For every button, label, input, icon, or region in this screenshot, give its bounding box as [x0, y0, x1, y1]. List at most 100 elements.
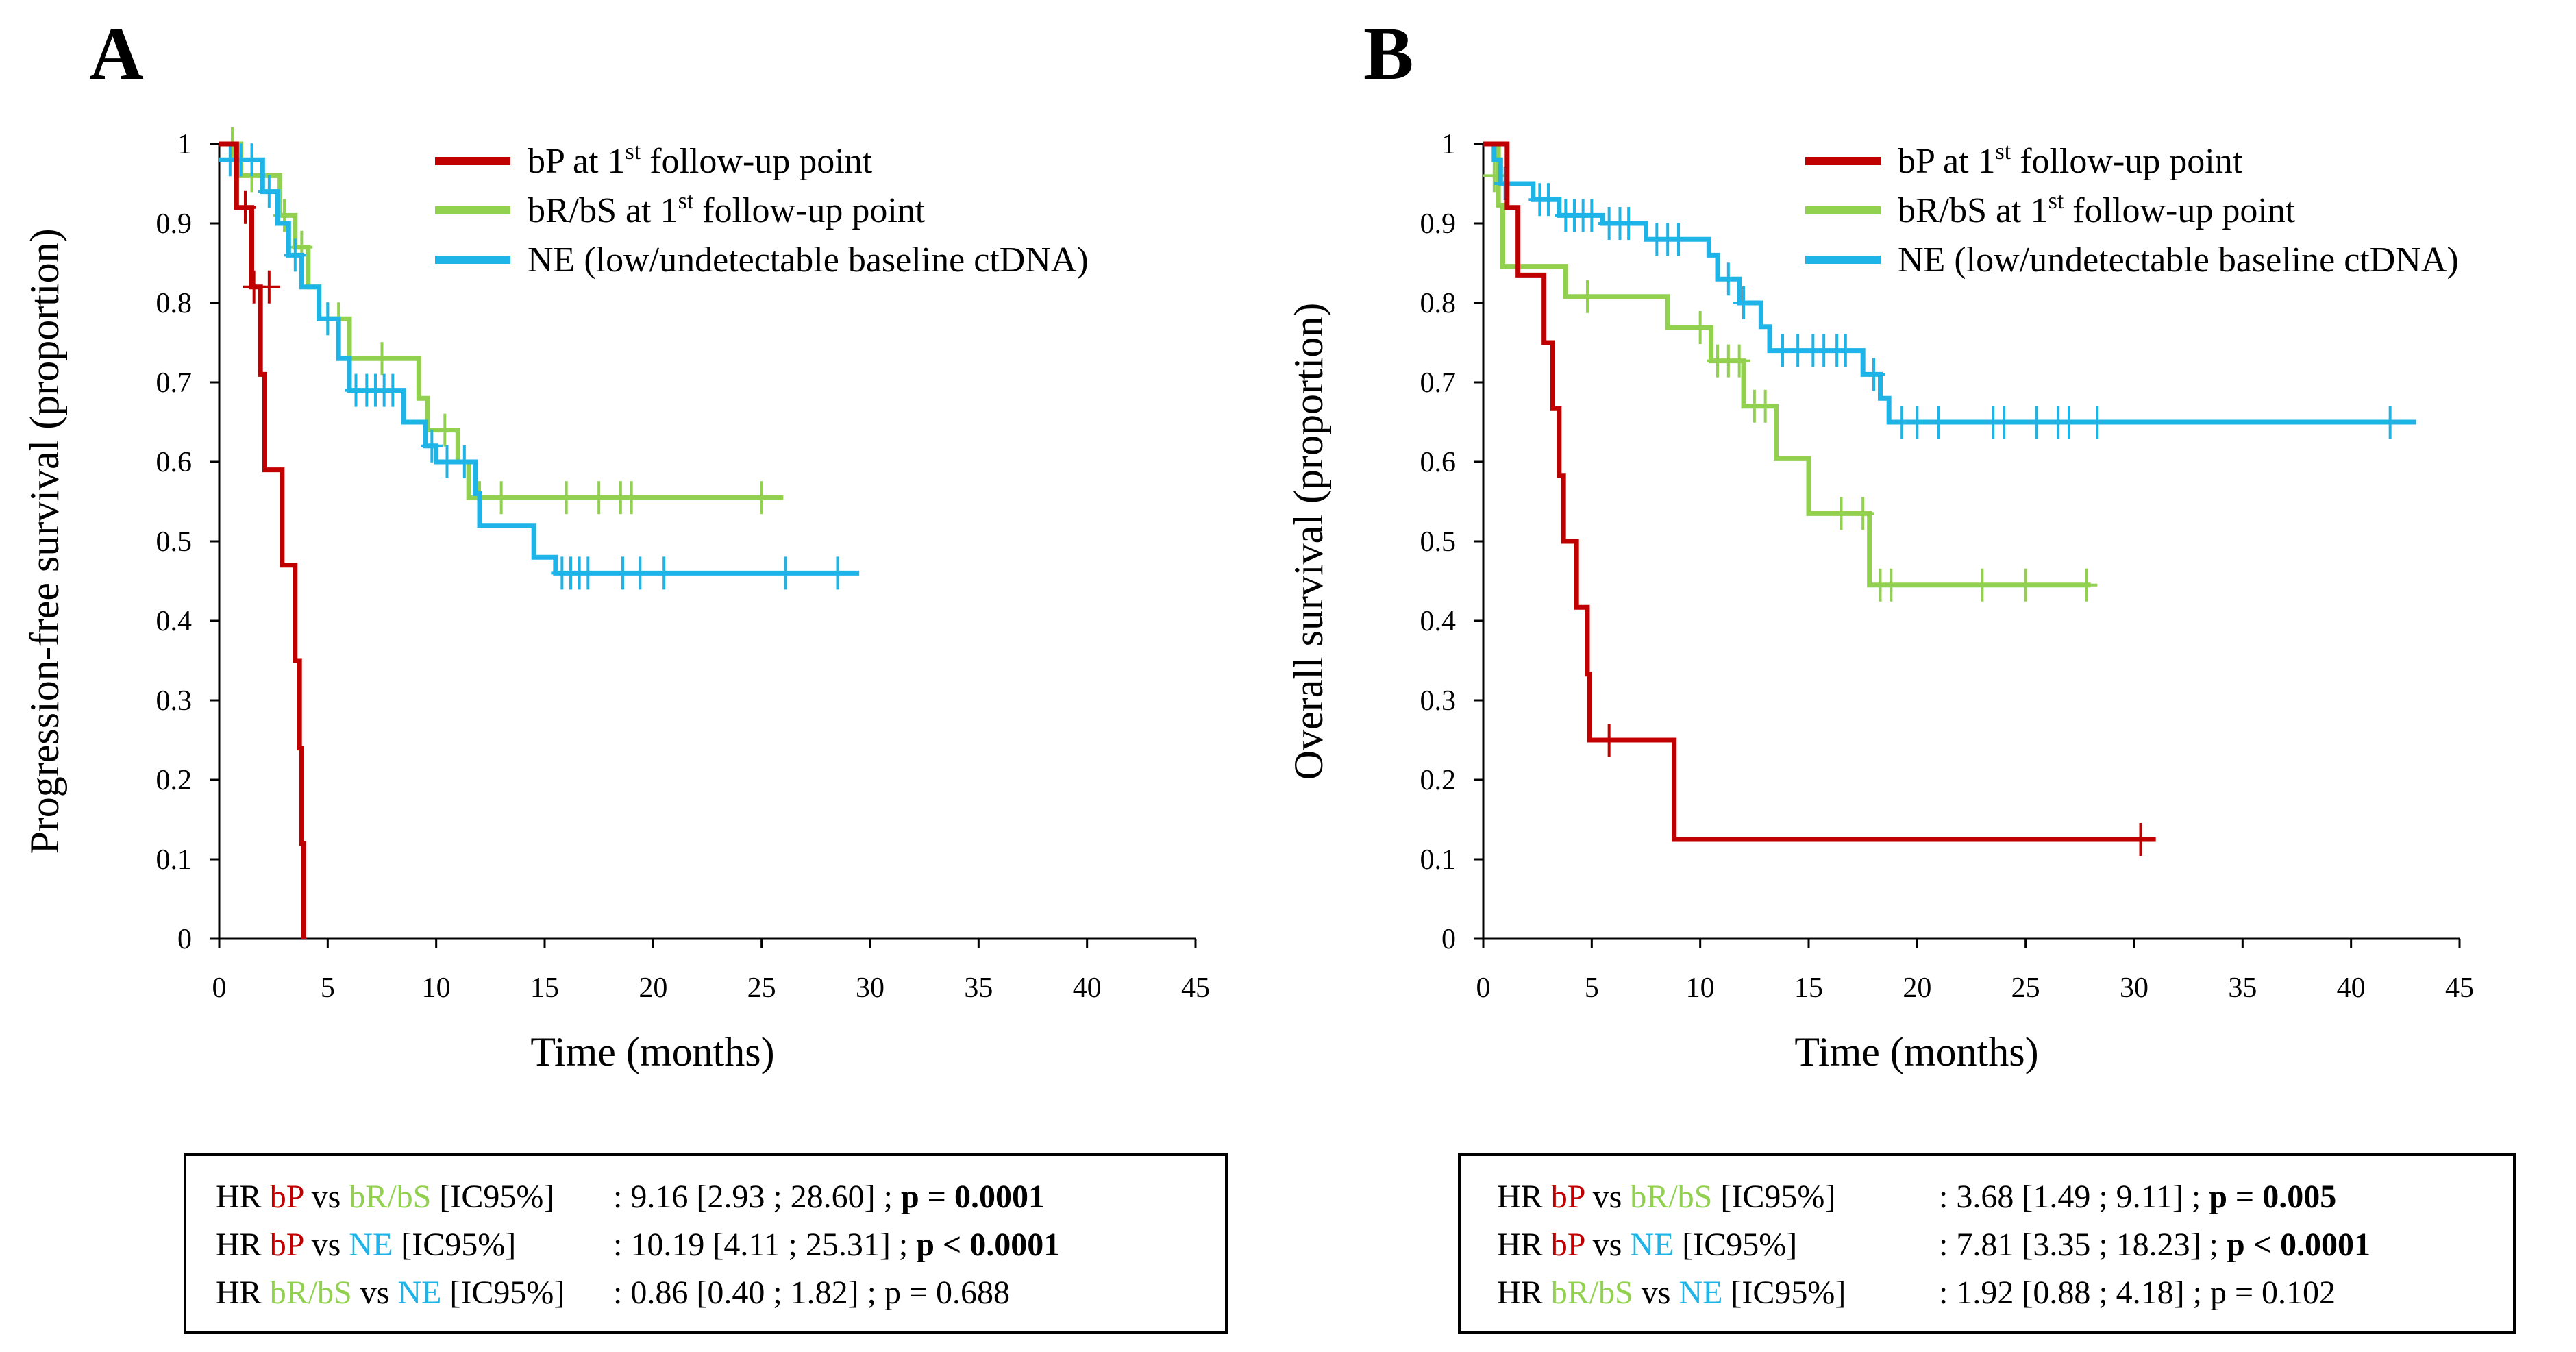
hr-vs: vs: [304, 1227, 349, 1263]
hr-value: : 9.16 [2.93 ; 28.60] ;: [613, 1179, 901, 1215]
y-tick-label: 0.3: [156, 685, 193, 717]
hr-group-a: bP: [1551, 1227, 1585, 1263]
hr-group-b: NE: [1679, 1275, 1722, 1311]
hr-row-value: : 1.92 [0.88 ; 4.18] ; p = 0.102: [1939, 1275, 2336, 1311]
km-curve-brbs: [1483, 141, 2091, 588]
hr-value: : 3.68 [1.49 ; 9.11] ;: [1939, 1179, 2209, 1215]
hr-p-value: p = 0.0001: [901, 1179, 1045, 1215]
x-tick-label: 35: [964, 972, 993, 1004]
y-tick-label: 0.2: [156, 765, 193, 796]
hr-ic: [IC95%]: [431, 1179, 554, 1215]
x-tick-label: 5: [321, 972, 335, 1004]
legend-entry: bR/bS at 1st follow-up point: [528, 188, 926, 230]
chart-panel-a: A 0 5 10 15 20 25 30 35 40 45 0 0.1 0.2 0.3 0.4 0.5 0.6 0.…: [22, 12, 1228, 1334]
x-tick-label: 20: [1903, 972, 1931, 1004]
legend-superscript: st: [2048, 188, 2064, 214]
legend-text: follow-up point: [693, 191, 926, 230]
hr-prefix: HR: [1497, 1227, 1551, 1263]
x-tick-label: 20: [639, 972, 667, 1004]
hr-ic: [IC95%]: [393, 1227, 516, 1263]
hazard-ratio-box: [1458, 1153, 2516, 1334]
x-axis-label: Time (months): [530, 1029, 774, 1074]
hr-row-value: : 10.19 [4.11 ; 25.31] ; p < 0.0001: [613, 1227, 1060, 1263]
hr-group-a: bR/bS: [1551, 1275, 1633, 1311]
y-tick-label: 0.1: [1420, 844, 1457, 876]
x-tick-label: 40: [1073, 972, 1102, 1004]
km-curve-bp: [1483, 141, 2156, 842]
x-tick-label: 0: [1476, 972, 1491, 1004]
x-tick-label: 15: [1794, 972, 1823, 1004]
y-tick-label: 0.3: [1420, 685, 1457, 717]
hr-vs: vs: [304, 1179, 349, 1215]
hr-row-label: HR bP vs NE [IC95%]: [1497, 1227, 1797, 1263]
y-tick-label: 0.4: [156, 606, 193, 637]
legend-entry: NE (low/undetectable baseline ctDNA): [1898, 241, 2459, 280]
legend-text: NE (low/undetectable baseline ctDNA): [1898, 241, 2459, 280]
hr-row-value: : 7.81 [3.35 ; 18.23] ; p < 0.0001: [1939, 1227, 2370, 1263]
x-tick-label: 0: [212, 972, 227, 1004]
hr-ic: [IC95%]: [441, 1275, 565, 1311]
legend-text: follow-up point: [2011, 142, 2243, 181]
chart-panel-b: B 0 5 10 15 20 25 30 35 40 45 0 0.1 0.2 0.3 0.4 0.5 0.6 0.…: [1286, 12, 2516, 1334]
y-tick-label: 0.1: [156, 844, 193, 876]
hr-p-value: p < 0.0001: [916, 1227, 1060, 1263]
y-tick-label: 0.4: [1420, 606, 1457, 637]
hr-vs: vs: [1585, 1179, 1631, 1215]
x-tick-label: 40: [2337, 972, 2366, 1004]
hr-prefix: HR: [216, 1227, 270, 1263]
hr-group-a: bP: [270, 1179, 304, 1215]
y-tick-label: 1: [177, 129, 192, 160]
hr-vs: vs: [1585, 1227, 1631, 1263]
hr-row-label: HR bP vs bR/bS [IC95%]: [1497, 1179, 1835, 1215]
hr-p-value: p = 0.005: [2209, 1179, 2336, 1215]
hr-group-b: bR/bS: [349, 1179, 431, 1215]
x-axis-label: Time (months): [1794, 1029, 2038, 1074]
y-tick-label: 0.8: [1420, 288, 1457, 319]
x-tick-label: 10: [1686, 972, 1715, 1004]
y-tick-label: 1: [1441, 129, 1456, 160]
hr-group-b: NE: [397, 1275, 441, 1311]
hr-value: : 7.81 [3.35 ; 18.23] ;: [1939, 1227, 2227, 1263]
x-tick-label: 15: [530, 972, 559, 1004]
hr-prefix: HR: [1497, 1275, 1551, 1311]
legend-entry: bP at 1st follow-up point: [528, 139, 873, 181]
x-tick-label: 30: [2120, 972, 2148, 1004]
x-tick-label: 30: [856, 972, 884, 1004]
legend-entry: bR/bS at 1st follow-up point: [1898, 188, 2296, 230]
hr-row-label: HR bP vs bR/bS [IC95%]: [216, 1179, 554, 1215]
km-curve-bp: [219, 141, 306, 939]
hr-row-label: HR bR/bS vs NE [IC95%]: [216, 1275, 565, 1311]
x-tick-label: 10: [422, 972, 451, 1004]
y-tick-label: 0.8: [156, 288, 193, 319]
y-tick-label: 0.5: [1420, 526, 1457, 558]
legend-entry: NE (low/undetectable baseline ctDNA): [528, 241, 1089, 280]
legend-text: follow-up point: [2064, 191, 2296, 230]
hr-p-value: p = 0.688: [884, 1275, 1010, 1311]
hr-value: : 0.86 [0.40 ; 1.82] ;: [613, 1275, 884, 1311]
hr-p-value: p = 0.102: [2210, 1275, 2336, 1311]
y-tick-label: 0: [177, 924, 192, 955]
hr-prefix: HR: [216, 1275, 270, 1311]
y-tick-label: 0.6: [156, 447, 193, 478]
km-curve-ne: [1483, 141, 2416, 425]
y-tick-label: 0.9: [156, 208, 193, 240]
hr-group-a: bP: [1551, 1179, 1585, 1215]
hr-prefix: HR: [1497, 1179, 1551, 1215]
hr-row-value: : 0.86 [0.40 ; 1.82] ; p = 0.688: [613, 1275, 1010, 1311]
legend-text: bR/bS at 1: [528, 191, 678, 230]
hr-ic: [IC95%]: [1712, 1179, 1835, 1215]
legend-text: NE (low/undetectable baseline ctDNA): [528, 241, 1089, 280]
y-tick-label: 0.9: [1420, 208, 1457, 240]
hr-ic: [IC95%]: [1722, 1275, 1846, 1311]
x-tick-label: 35: [2228, 972, 2257, 1004]
hr-group-a: bR/bS: [270, 1275, 352, 1311]
legend-superscript: st: [678, 188, 694, 214]
legend-superscript: st: [626, 139, 641, 164]
hr-group-a: bP: [270, 1227, 304, 1263]
hr-ic: [IC95%]: [1674, 1227, 1797, 1263]
hr-group-b: NE: [349, 1227, 393, 1263]
hr-vs: vs: [352, 1275, 398, 1311]
x-tick-label: 45: [2445, 972, 2474, 1004]
legend-superscript: st: [1996, 139, 2011, 164]
